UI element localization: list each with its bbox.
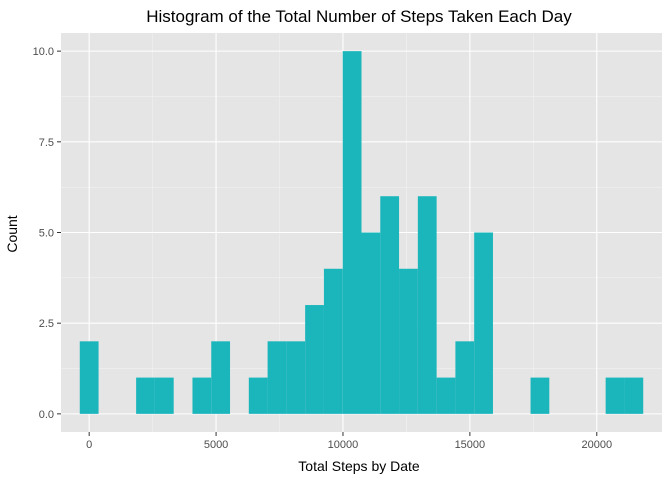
histogram-bar [474, 232, 493, 414]
y-tick-label: 2.5 [39, 318, 54, 330]
histogram-bar [399, 268, 418, 414]
histogram-bar [380, 196, 400, 414]
histogram-bar [455, 341, 475, 414]
x-tick-label: 15000 [455, 439, 486, 451]
y-tick-label: 5.0 [39, 228, 54, 240]
x-axis: 0 5000 10000 15000 20000 [86, 432, 612, 451]
histogram-bar [323, 268, 343, 414]
histogram-bar [79, 341, 99, 414]
y-axis-label: Count [4, 215, 20, 252]
histogram-bar [624, 377, 644, 414]
histogram-bar [305, 305, 324, 414]
histogram-bar [436, 377, 456, 414]
histogram-bar [267, 341, 287, 414]
histogram-bars [79, 51, 644, 414]
y-tick-label: 7.5 [39, 137, 54, 149]
y-tick-label: 10.0 [33, 46, 54, 58]
histogram-bar [286, 341, 306, 414]
histogram-bar [192, 377, 212, 414]
chart-title: Histogram of the Total Number of Steps T… [146, 7, 572, 26]
histogram-bar [211, 341, 231, 414]
x-tick-label: 0 [86, 439, 92, 451]
x-axis-label: Total Steps by Date [298, 458, 420, 474]
histogram-bar [136, 377, 155, 414]
y-axis: 0.0 2.5 5.0 7.5 10.0 [33, 46, 61, 421]
histogram-bar [248, 377, 268, 414]
histogram-bar [342, 51, 362, 414]
x-tick-label: 5000 [204, 439, 228, 451]
histogram-bar [530, 377, 550, 414]
histogram-bar [361, 232, 381, 414]
histogram-bar [154, 377, 174, 414]
y-tick-label: 0.0 [39, 409, 54, 421]
x-tick-label: 20000 [581, 439, 612, 451]
histogram-bar [417, 196, 437, 414]
x-tick-label: 10000 [328, 439, 359, 451]
histogram-bar [605, 377, 625, 414]
